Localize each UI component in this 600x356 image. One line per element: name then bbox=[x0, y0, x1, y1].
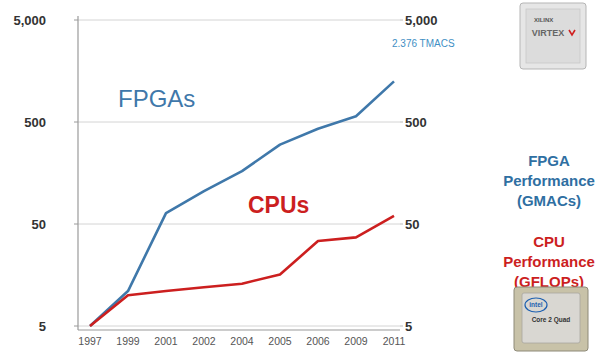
y-axis-line bbox=[77, 16, 78, 330]
annotation: VIRTEX bbox=[532, 28, 565, 38]
y2-tick-label: 5 bbox=[405, 319, 412, 334]
y2-tick-label: 500 bbox=[405, 115, 427, 130]
x-tick-label: 2009 bbox=[344, 335, 368, 347]
y-tick-label: 50 bbox=[32, 217, 46, 232]
annotation: 2.376 TMACS bbox=[392, 38, 455, 49]
grid-line bbox=[78, 224, 400, 225]
x-tick-label: 2005 bbox=[268, 335, 292, 347]
series-label: FPGAs bbox=[118, 85, 195, 112]
chip-mark bbox=[569, 30, 575, 35]
label-line: CPU bbox=[533, 233, 565, 250]
annotation: intel bbox=[529, 301, 543, 308]
grid-line bbox=[78, 326, 400, 327]
y-tick bbox=[74, 20, 78, 21]
chart-container: 5 50 500 5,000 5 50 500 5,000 1997 1999 2001 2002 20… bbox=[0, 0, 600, 356]
series-label: CPUs bbox=[248, 192, 309, 218]
y-tick-label: 500 bbox=[24, 115, 46, 130]
chip-face bbox=[522, 293, 580, 343]
annotation: XILINX bbox=[534, 17, 553, 23]
grid-line bbox=[78, 20, 400, 21]
y-tick bbox=[74, 122, 78, 123]
x-tick-label: 2004 bbox=[230, 335, 254, 347]
x-tick-label: 2006 bbox=[306, 335, 330, 347]
x-tick-label: 2002 bbox=[192, 335, 216, 347]
y2-tick-label: 5,000 bbox=[405, 13, 438, 28]
chip-logo bbox=[525, 298, 547, 312]
y-tick-label: 5 bbox=[39, 319, 46, 334]
label-line: FPGA bbox=[528, 152, 570, 169]
x-tick-label: 1997 bbox=[78, 335, 102, 347]
chip-face bbox=[526, 9, 580, 63]
fpga-chip-icon bbox=[520, 3, 586, 69]
x-tick-label: 2001 bbox=[154, 335, 178, 347]
chip-body bbox=[514, 287, 588, 351]
chip-body bbox=[520, 3, 586, 69]
label-line: Performance bbox=[503, 253, 595, 270]
label-line: Performance bbox=[503, 172, 595, 189]
x-tick-label: 1999 bbox=[116, 335, 140, 347]
grid-line bbox=[78, 122, 400, 123]
y-tick-label: 5,000 bbox=[13, 13, 46, 28]
chart-svg: 5 50 500 5,000 5 50 500 5,000 1997 1999 2001 2002 20… bbox=[0, 0, 600, 356]
y-tick bbox=[74, 326, 78, 327]
y-axis-title: FPGA Performance (GMACs) bbox=[503, 152, 595, 209]
series-line bbox=[90, 216, 394, 326]
y2-tick bbox=[400, 20, 403, 21]
y2-tick bbox=[400, 224, 403, 225]
plot-area bbox=[90, 81, 394, 326]
x-tick-label: 2011 bbox=[383, 335, 406, 347]
y2-axis-title: CPUPerformance(GFLOPs) bbox=[503, 233, 595, 290]
y-tick bbox=[74, 224, 78, 225]
label-line: (GMACs) bbox=[517, 192, 581, 209]
y2-tick-label: 50 bbox=[405, 217, 419, 232]
series-line bbox=[90, 81, 394, 326]
x-axis-line bbox=[78, 329, 400, 330]
cpu-chip-icon bbox=[514, 287, 588, 351]
y2-tick bbox=[400, 326, 403, 327]
y2-tick bbox=[400, 122, 403, 123]
annotation: Core 2 Quad bbox=[532, 316, 571, 324]
